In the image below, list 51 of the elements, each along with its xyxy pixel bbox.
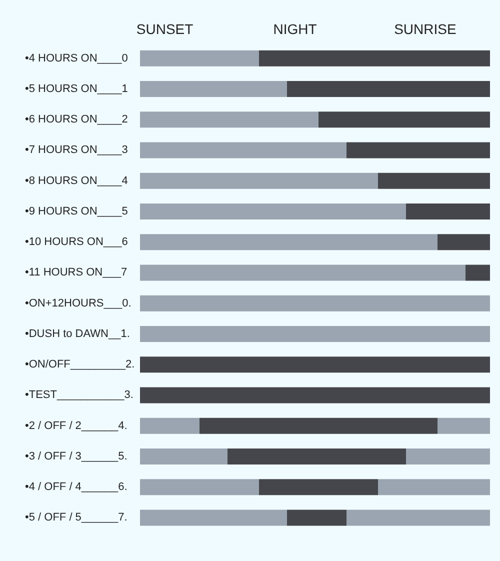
bar — [140, 264, 466, 281]
y-tick-label: •ON/OFF_________2. — [25, 358, 135, 371]
bar — [140, 172, 378, 189]
bar — [287, 510, 346, 526]
bar — [140, 387, 490, 404]
bar — [378, 172, 490, 189]
bar — [140, 356, 490, 373]
y-tick-label: •4 HOURS ON____0 — [25, 52, 128, 64]
y-tick-label: •TEST___________3. — [25, 389, 134, 402]
bar — [259, 50, 490, 66]
bar — [287, 80, 490, 97]
bar — [140, 510, 287, 526]
bar — [466, 264, 490, 281]
bar — [140, 295, 490, 312]
bar — [140, 112, 318, 128]
y-tick-label: •5 HOURS ON____1 — [25, 82, 128, 95]
y-tick-label: •2 / OFF / 2______4. — [25, 420, 128, 432]
bar — [406, 203, 490, 220]
bar — [406, 448, 490, 464]
y-tick-label: •10 HOURS ON___6 — [25, 236, 128, 248]
text: SUNRISE — [394, 21, 456, 37]
y-tick-label: •ON+12HOURS___0. — [25, 297, 132, 310]
y-tick-label: •11 HOURS ON___7 — [25, 266, 128, 279]
bar — [346, 142, 490, 158]
bar — [140, 50, 259, 66]
bar — [438, 234, 490, 250]
bar — [140, 479, 259, 496]
y-tick-label: •5 / OFF / 5______7. — [25, 512, 128, 524]
y-tick-label: •8 HOURS ON____4 — [25, 174, 128, 187]
bar — [140, 418, 200, 434]
y-tick-label: •9 HOURS ON____5 — [25, 205, 128, 218]
y-tick-label: •4 / OFF / 4______6. — [25, 481, 128, 494]
bar — [140, 234, 438, 250]
bar — [318, 112, 490, 128]
bar — [200, 418, 438, 434]
bar — [140, 203, 406, 220]
bar — [346, 510, 490, 526]
bar — [228, 448, 406, 464]
bar — [140, 326, 490, 342]
bar — [438, 418, 490, 434]
bar — [140, 80, 287, 97]
y-tick-label: •3 / OFF / 3______5. — [25, 450, 128, 462]
bar — [378, 479, 490, 496]
y-tick-label: •7 HOURS ON____3 — [25, 144, 128, 156]
text: SUNSET — [136, 21, 194, 37]
text: NIGHT — [273, 21, 318, 37]
y-tick-label: •DUSH to DAWN__1. — [25, 328, 130, 340]
y-tick-label: •6 HOURS ON____2 — [25, 114, 128, 126]
bar — [259, 479, 378, 496]
bar — [140, 142, 346, 158]
bar — [140, 448, 228, 464]
